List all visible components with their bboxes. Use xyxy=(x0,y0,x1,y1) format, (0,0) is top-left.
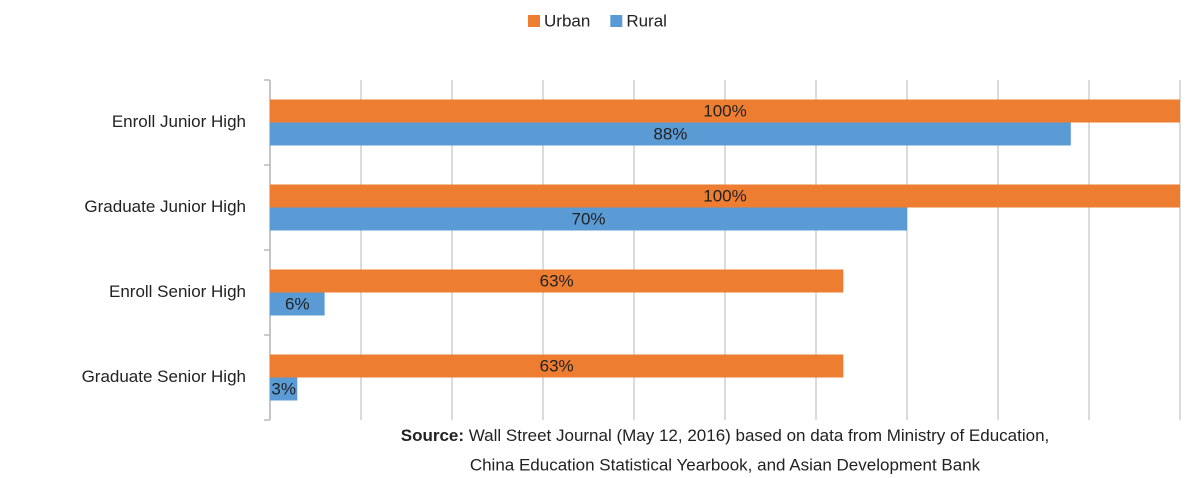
bar xyxy=(270,184,1180,208)
y-tick-label: Enroll Senior High xyxy=(109,282,246,301)
data-label: 63% xyxy=(540,271,574,290)
bar xyxy=(270,269,844,293)
bar xyxy=(270,207,907,231)
bar xyxy=(270,292,325,316)
data-label: 100% xyxy=(703,101,746,120)
y-tick-label: Enroll Junior High xyxy=(112,112,246,131)
source-text: Wall Street Journal (May 12, 2016) based… xyxy=(469,426,1049,445)
data-label: 6% xyxy=(285,294,310,313)
legend-label: Rural xyxy=(626,11,667,30)
y-tick-label: Graduate Junior High xyxy=(84,197,246,216)
source-text: China Education Statistical Yearbook, an… xyxy=(470,455,981,474)
source-line: Source: Wall Street Journal (May 12, 201… xyxy=(401,426,1050,445)
data-label: 70% xyxy=(571,209,605,228)
source-label: Source: xyxy=(401,426,464,445)
bar xyxy=(270,354,844,378)
legend-label: Urban xyxy=(544,11,590,30)
bar xyxy=(270,377,298,401)
bar xyxy=(270,122,1071,146)
y-tick-label: Graduate Senior High xyxy=(82,367,246,386)
legend-swatch xyxy=(610,15,623,27)
data-label: 88% xyxy=(653,124,687,143)
data-label: 63% xyxy=(540,356,574,375)
legend-swatch xyxy=(528,15,540,27)
data-label: 100% xyxy=(703,186,746,205)
bar xyxy=(270,99,1180,123)
data-label: 3% xyxy=(271,379,296,398)
